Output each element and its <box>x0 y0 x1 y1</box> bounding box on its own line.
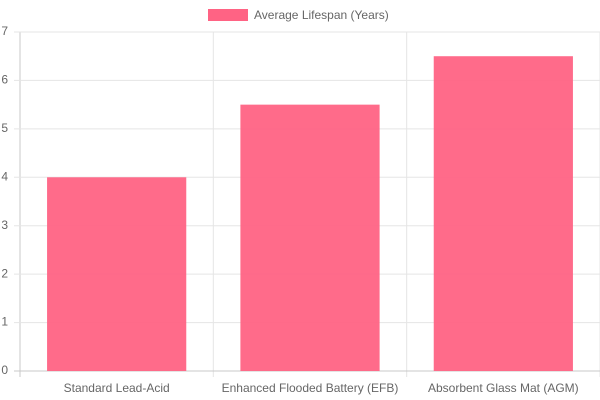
y-tick-label: 5 <box>1 121 8 135</box>
legend-label: Average Lifespan (Years) <box>254 8 389 22</box>
legend: Average Lifespan (Years) <box>208 8 389 22</box>
y-tick-label: 1 <box>1 315 8 329</box>
legend-swatch <box>208 9 248 21</box>
bar <box>47 177 187 371</box>
x-tick-label: Absorbent Glass Mat (AGM) <box>428 381 579 395</box>
y-tick-label: 6 <box>1 73 8 87</box>
bar <box>240 104 380 372</box>
y-tick-label: 2 <box>1 266 8 280</box>
y-tick-label: 3 <box>1 218 8 232</box>
y-tick-label: 0 <box>1 363 8 377</box>
bar <box>433 56 573 371</box>
y-tick-label: 4 <box>1 169 8 183</box>
x-tick-label: Standard Lead-Acid <box>64 381 170 395</box>
y-tick-label: 7 <box>1 24 8 38</box>
x-tick-label: Enhanced Flooded Battery (EFB) <box>222 381 399 395</box>
